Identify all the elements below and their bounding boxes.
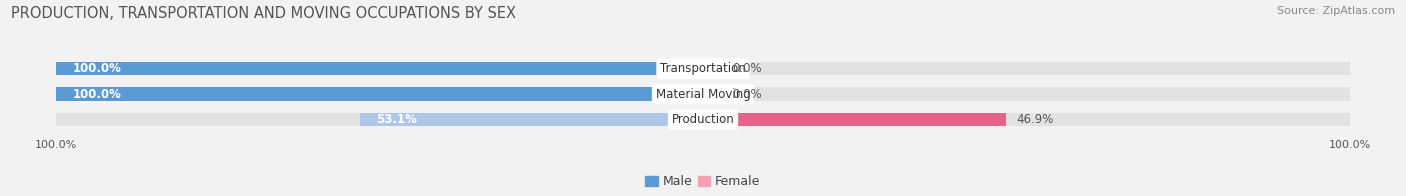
- Bar: [56, 87, 1350, 101]
- Text: Transportation: Transportation: [661, 62, 745, 75]
- Text: Source: ZipAtlas.com: Source: ZipAtlas.com: [1277, 6, 1395, 16]
- Bar: [56, 113, 1350, 126]
- Text: 53.1%: 53.1%: [375, 113, 416, 126]
- Bar: [703, 87, 723, 101]
- Bar: [360, 113, 703, 126]
- Text: Material Moving: Material Moving: [655, 88, 751, 101]
- Text: Production: Production: [672, 113, 734, 126]
- Bar: [56, 62, 703, 75]
- Text: 0.0%: 0.0%: [733, 88, 762, 101]
- Text: 46.9%: 46.9%: [1017, 113, 1053, 126]
- Bar: [56, 62, 1350, 75]
- Text: 100.0%: 100.0%: [73, 62, 121, 75]
- Text: PRODUCTION, TRANSPORTATION AND MOVING OCCUPATIONS BY SEX: PRODUCTION, TRANSPORTATION AND MOVING OC…: [11, 6, 516, 21]
- Legend: Male, Female: Male, Female: [641, 170, 765, 193]
- Text: 100.0%: 100.0%: [73, 88, 121, 101]
- Bar: [703, 113, 1007, 126]
- Bar: [56, 87, 703, 101]
- Text: 0.0%: 0.0%: [733, 62, 762, 75]
- Bar: [703, 62, 723, 75]
